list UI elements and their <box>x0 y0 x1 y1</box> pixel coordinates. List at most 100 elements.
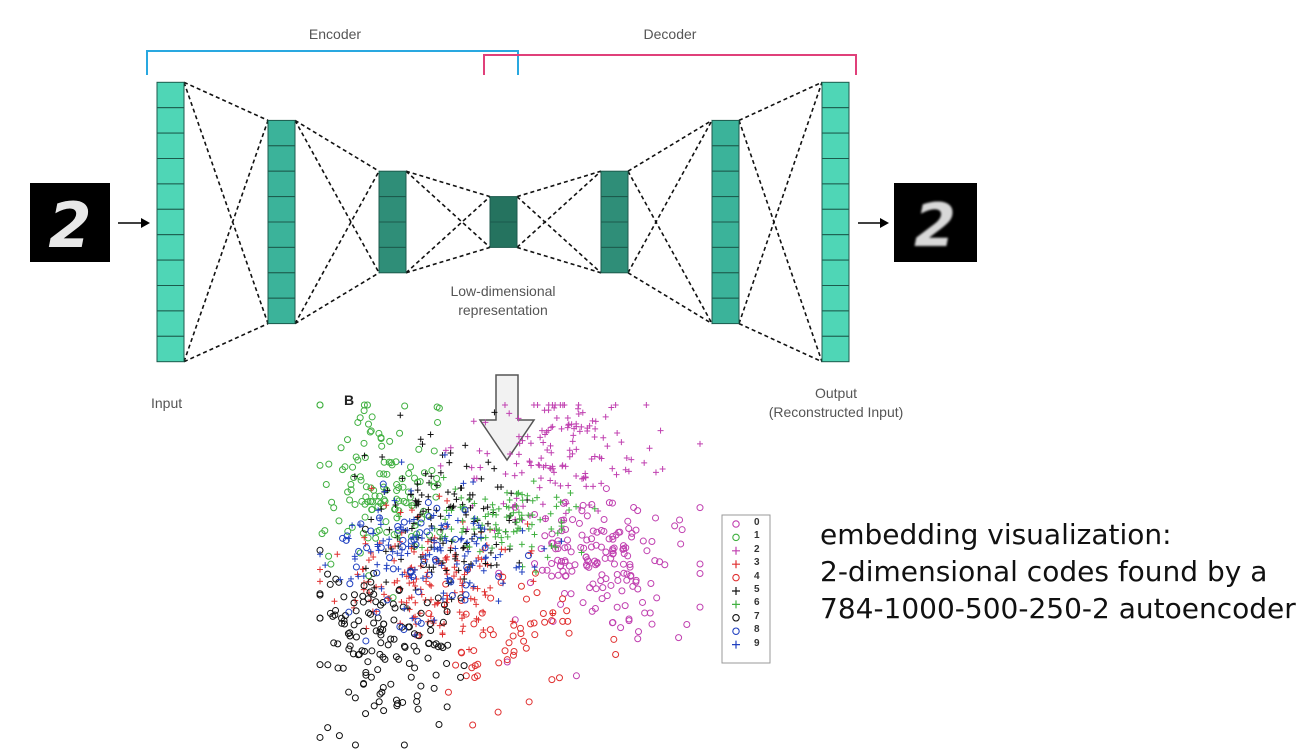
scatter-point-1 <box>407 463 415 471</box>
scatter-point-7 <box>417 609 425 617</box>
bottleneck-label: Low-dimensional representation <box>420 282 586 320</box>
scatter-point-9 <box>370 530 377 537</box>
scatter-point-5 <box>417 511 424 518</box>
scatter-point-2 <box>519 437 526 444</box>
scatter-point-7 <box>350 621 358 629</box>
scatter-point-6 <box>506 496 513 503</box>
scatter-point-4 <box>457 648 465 656</box>
layer-cell <box>821 158 850 185</box>
scatter-point-7 <box>432 671 440 679</box>
scatter-point-4 <box>533 589 541 597</box>
scatter-point-0 <box>593 528 601 536</box>
scatter-point-2 <box>643 402 650 408</box>
scatter-point-1 <box>411 474 419 482</box>
scatter-point-1 <box>386 437 394 445</box>
scatter-point-9 <box>477 534 484 541</box>
scatter-point-7 <box>316 591 324 599</box>
scatter-point-2 <box>580 475 587 482</box>
scatter-point-0 <box>554 571 562 579</box>
scatter-point-7 <box>334 664 342 672</box>
scatter-point-1 <box>359 529 367 537</box>
scatter-point-2 <box>569 450 576 457</box>
scatter-point-9 <box>440 590 447 597</box>
scatter-point-7 <box>364 609 372 617</box>
scatter-point-1 <box>367 497 375 505</box>
scatter-point-2 <box>583 483 590 490</box>
scatter-point-7 <box>350 591 358 599</box>
scatter-point-0 <box>549 617 557 625</box>
scatter-point-6 <box>504 489 511 496</box>
scatter-point-6 <box>531 531 538 538</box>
scatter-point-1 <box>372 534 380 542</box>
scatter-point-7 <box>410 630 418 638</box>
scatter-point-8 <box>420 557 428 565</box>
scatter-point-3 <box>381 591 388 598</box>
layer-cell <box>267 272 296 299</box>
scatter-point-8 <box>355 547 363 555</box>
scatter-point-0 <box>548 572 556 580</box>
dashed-connection <box>516 170 602 248</box>
legend-label-9: 9 <box>754 637 760 649</box>
scatter-point-2 <box>547 465 554 472</box>
scatter-point-9 <box>337 576 344 583</box>
scatter-point-7 <box>376 690 384 698</box>
scatter-point-9 <box>465 548 472 555</box>
layer-cell <box>156 158 185 185</box>
encoder-bracket <box>146 50 519 75</box>
scatter-point-5 <box>453 496 460 503</box>
scatter-point-7 <box>460 662 468 670</box>
scatter-point-4 <box>559 595 567 603</box>
scatter-point-3 <box>467 595 474 602</box>
scatter-point-6 <box>482 496 489 503</box>
legend-label-1: 1 <box>754 530 760 542</box>
down-arrow <box>478 374 536 462</box>
scatter-point-0 <box>626 563 634 571</box>
scatter-point-0 <box>627 571 635 579</box>
scatter-point-3 <box>475 554 482 561</box>
scatter-point-0 <box>526 579 534 587</box>
scatter-point-6 <box>524 492 531 499</box>
scatter-point-9 <box>461 553 468 560</box>
scatter-point-9 <box>317 551 323 558</box>
layer-cell <box>821 285 850 312</box>
scatter-point-2 <box>598 480 605 487</box>
scatter-point-4 <box>510 647 518 655</box>
scatter-point-3 <box>459 628 466 635</box>
scatter-point-2 <box>598 455 605 462</box>
dashed-connection <box>627 120 713 274</box>
scatter-point-9 <box>395 566 402 573</box>
scatter-point-2 <box>537 434 544 441</box>
scatter-point-0 <box>613 603 621 611</box>
scatter-point-7 <box>324 661 332 669</box>
scatter-point-1 <box>357 476 365 484</box>
scatter-point-7 <box>340 593 348 601</box>
scatter-point-2 <box>548 449 555 456</box>
scatter-point-6 <box>529 497 536 504</box>
scatter-point-6 <box>504 533 511 540</box>
scatter-point-6 <box>558 519 565 526</box>
scatter-point-1 <box>415 445 423 453</box>
scatter-point-2 <box>578 423 585 430</box>
scatter-point-9 <box>397 524 404 531</box>
scatter-point-9 <box>348 575 355 582</box>
scatter-point-2 <box>575 402 582 408</box>
scatter-point-5 <box>461 575 468 582</box>
scatter-point-1 <box>339 466 347 474</box>
scatter-point-7 <box>414 705 422 713</box>
scatter-point-6 <box>458 494 465 501</box>
scatter-point-7 <box>326 609 334 617</box>
scatter-point-1 <box>350 474 358 482</box>
scatter-point-7 <box>443 608 451 616</box>
scatter-point-9 <box>383 565 390 572</box>
scatter-point-1 <box>380 470 388 478</box>
scatter-point-5 <box>361 452 368 459</box>
scatter-point-8 <box>462 591 470 599</box>
layer-cell <box>378 246 407 274</box>
dashed-connection <box>294 170 380 324</box>
scatter-point-9 <box>404 550 411 557</box>
scatter-point-7 <box>316 733 324 741</box>
scatter-point-4 <box>509 651 517 659</box>
scatter-point-6 <box>548 525 555 532</box>
scatter-point-5 <box>414 481 421 488</box>
scatter-point-5 <box>493 561 500 568</box>
